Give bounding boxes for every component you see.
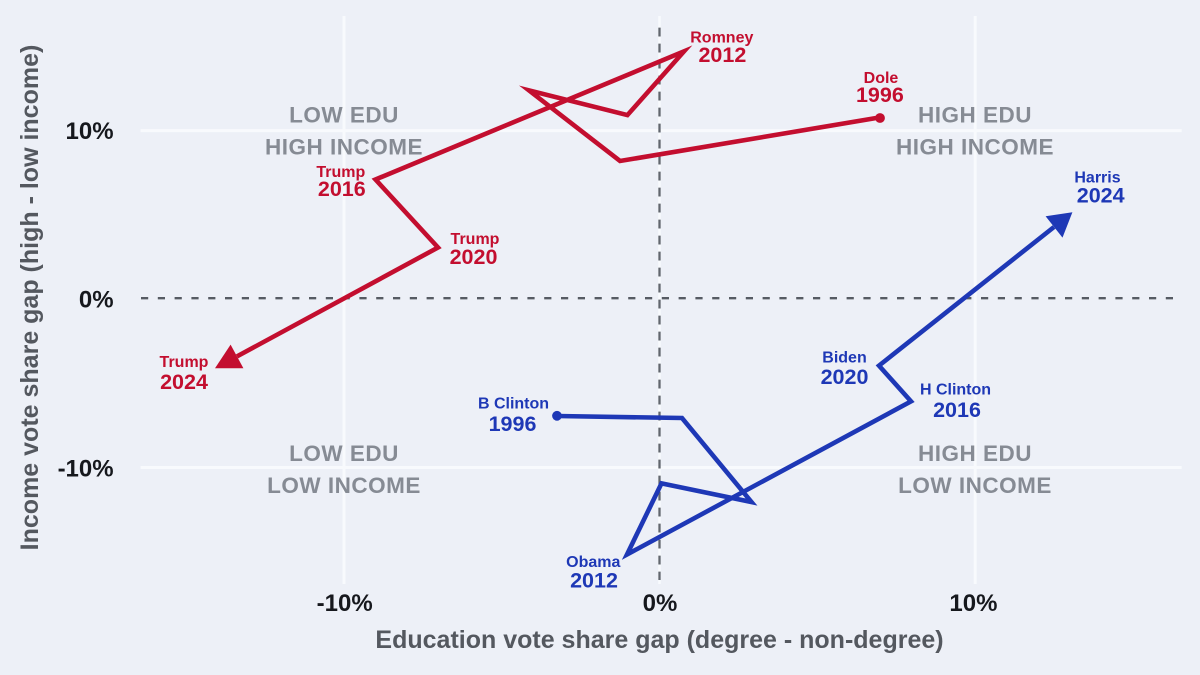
svg-text:Romney: Romney bbox=[690, 30, 753, 47]
svg-text:1996: 1996 bbox=[489, 412, 537, 436]
svg-text:LOW INCOME: LOW INCOME bbox=[267, 473, 421, 498]
svg-text:2020: 2020 bbox=[450, 245, 498, 269]
svg-text:Education vote share gap (degr: Education vote share gap (degree - non-d… bbox=[375, 626, 943, 654]
svg-text:2020: 2020 bbox=[821, 365, 869, 389]
svg-text:0%: 0% bbox=[79, 287, 114, 314]
svg-text:H Clinton: H Clinton bbox=[920, 382, 991, 399]
svg-text:2016: 2016 bbox=[318, 177, 366, 201]
svg-text:2012: 2012 bbox=[698, 43, 746, 67]
svg-text:2024: 2024 bbox=[160, 370, 208, 394]
svg-text:LOW EDU: LOW EDU bbox=[289, 441, 399, 466]
svg-text:B Clinton: B Clinton bbox=[478, 396, 549, 413]
svg-text:HIGH EDU: HIGH EDU bbox=[918, 441, 1032, 466]
svg-text:-10%: -10% bbox=[58, 456, 114, 483]
svg-text:Harris: Harris bbox=[1074, 170, 1120, 187]
svg-text:LOW EDU: LOW EDU bbox=[289, 103, 399, 128]
svg-text:Income vote share gap (high -: Income vote share gap (high - low income… bbox=[16, 45, 44, 551]
svg-text:2012: 2012 bbox=[570, 568, 618, 592]
svg-text:HIGH INCOME: HIGH INCOME bbox=[265, 135, 423, 160]
svg-text:Obama: Obama bbox=[566, 554, 620, 571]
svg-text:HIGH EDU: HIGH EDU bbox=[918, 103, 1032, 128]
svg-text:Dole: Dole bbox=[864, 70, 899, 87]
svg-text:0%: 0% bbox=[643, 590, 678, 617]
svg-text:10%: 10% bbox=[66, 118, 114, 145]
svg-text:Trump: Trump bbox=[316, 164, 365, 181]
svg-text:2016: 2016 bbox=[933, 398, 981, 422]
svg-text:Trump: Trump bbox=[160, 354, 209, 371]
svg-text:-10%: -10% bbox=[317, 590, 373, 617]
svg-text:10%: 10% bbox=[949, 590, 997, 617]
svg-text:LOW INCOME: LOW INCOME bbox=[898, 473, 1052, 498]
svg-text:2024: 2024 bbox=[1077, 184, 1125, 208]
svg-text:HIGH INCOME: HIGH INCOME bbox=[896, 135, 1054, 160]
svg-text:Biden: Biden bbox=[822, 350, 866, 367]
svg-text:Trump: Trump bbox=[451, 231, 500, 248]
svg-text:1996: 1996 bbox=[856, 83, 904, 107]
